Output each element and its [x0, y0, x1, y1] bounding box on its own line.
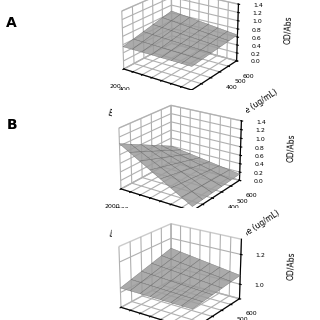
X-axis label: EDTA (ug/mL): EDTA (ug/mL) [107, 108, 159, 132]
Text: B: B [6, 118, 17, 132]
Y-axis label: Lysozyme (ug/mL): Lysozyme (ug/mL) [218, 208, 281, 253]
Y-axis label: Lysozyme (ug/mL): Lysozyme (ug/mL) [216, 88, 279, 133]
Text: A: A [6, 16, 17, 30]
X-axis label: DPP (ug/mL): DPP (ug/mL) [108, 229, 156, 252]
